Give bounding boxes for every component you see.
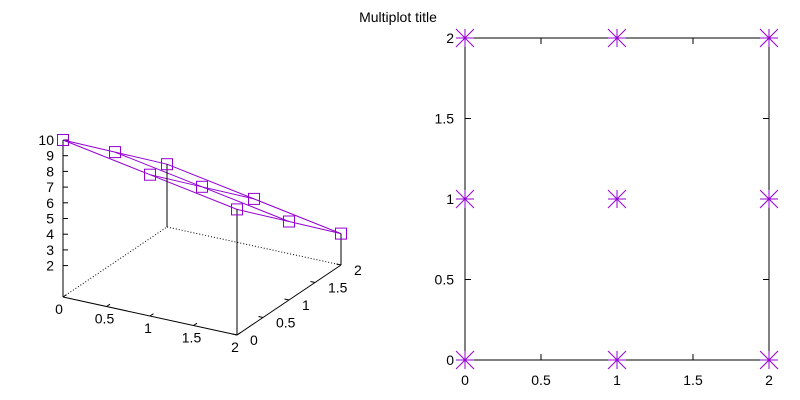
scatter-point-marker [759,350,779,370]
base-back-edge [166,226,342,266]
surface-point-marker [231,203,243,216]
scatter-point-marker [607,28,627,48]
surface-line [201,186,255,200]
x-tick-label: 1 [144,320,152,336]
y-tick-label: 2 [354,262,362,278]
surface-line [149,174,203,188]
x-tick-label: 1 [613,372,621,388]
surface-point-marker [335,227,347,240]
surface-line [253,198,342,235]
surface-line [62,139,116,153]
scatter-point-marker [759,28,779,48]
z-tick-label: 7 [46,179,54,195]
z-tick-label: 4 [46,226,54,242]
scatter-point-marker [455,28,475,48]
scatter-point-marker [455,189,475,209]
x-tick-mark [236,332,241,336]
y-tick-label: 1 [302,297,310,313]
z-tick-label: 5 [46,211,54,227]
scatter-point-marker [607,350,627,370]
scatter-point-marker [607,189,627,209]
scatter-point-marker [759,189,779,209]
y-tick-label: 0 [250,332,258,348]
y-tick-mark [258,316,264,318]
x-tick-mark [62,294,67,298]
y-tick-label: 0 [446,352,454,368]
surface-point-marker [161,158,173,171]
y-tick-label: 0.5 [276,315,296,331]
surface-line [62,139,151,176]
z-tick-label: 8 [46,163,54,179]
z-tick-label: 10 [38,132,54,148]
y-tick-mark [232,333,238,336]
z-tick-label: 2 [46,258,54,274]
surface-line [236,208,290,222]
surface-point-marker [196,180,208,193]
x-tick-mark [149,313,154,317]
z-tick-label: 6 [46,195,54,211]
y-tick-mark [336,263,342,266]
x-tick-mark [193,322,198,326]
surface-point-marker [248,192,260,205]
z-tick-label: 3 [46,242,54,258]
y-tick-label: 1.5 [435,111,455,127]
surface-line [114,151,168,165]
y-tick-label: 1.5 [328,280,348,296]
x-tick-label: 1.5 [182,330,202,346]
surface-point-marker [109,146,121,159]
y-tick-label: 0.5 [435,272,455,288]
surface-line [114,151,203,188]
surface-point-marker [283,215,295,228]
scatter-point-marker [455,350,475,370]
surface-point-marker [144,168,156,181]
multiplot-title: Multiplot title [359,9,437,25]
x-tick-label: 0 [55,301,63,317]
x-tick-label: 2 [765,372,773,388]
x-tick-label: 0.5 [531,372,551,388]
surface-line [149,174,238,210]
z-tick-label: 9 [46,148,54,164]
surface-line [201,186,290,222]
y-tick-mark [310,281,316,283]
x-tick-mark [106,303,111,307]
x-tick-label: 2 [231,339,239,355]
y-tick-label: 2 [446,30,454,46]
scatter-2d-plot: 0 0.5 1 1.5 2 0 0.5 1 1.5 2 [435,28,779,388]
surface-line [166,163,255,200]
surface-point-marker [57,134,69,146]
x-tick-label: 0 [461,372,469,388]
y-tick-label: 1 [446,191,454,207]
surface-line [288,221,342,235]
x-tick-label: 0.5 [95,311,115,327]
y-tick-mark [284,298,290,301]
x-tick-label: 1.5 [683,372,703,388]
base-back-left-edge [62,226,168,298]
